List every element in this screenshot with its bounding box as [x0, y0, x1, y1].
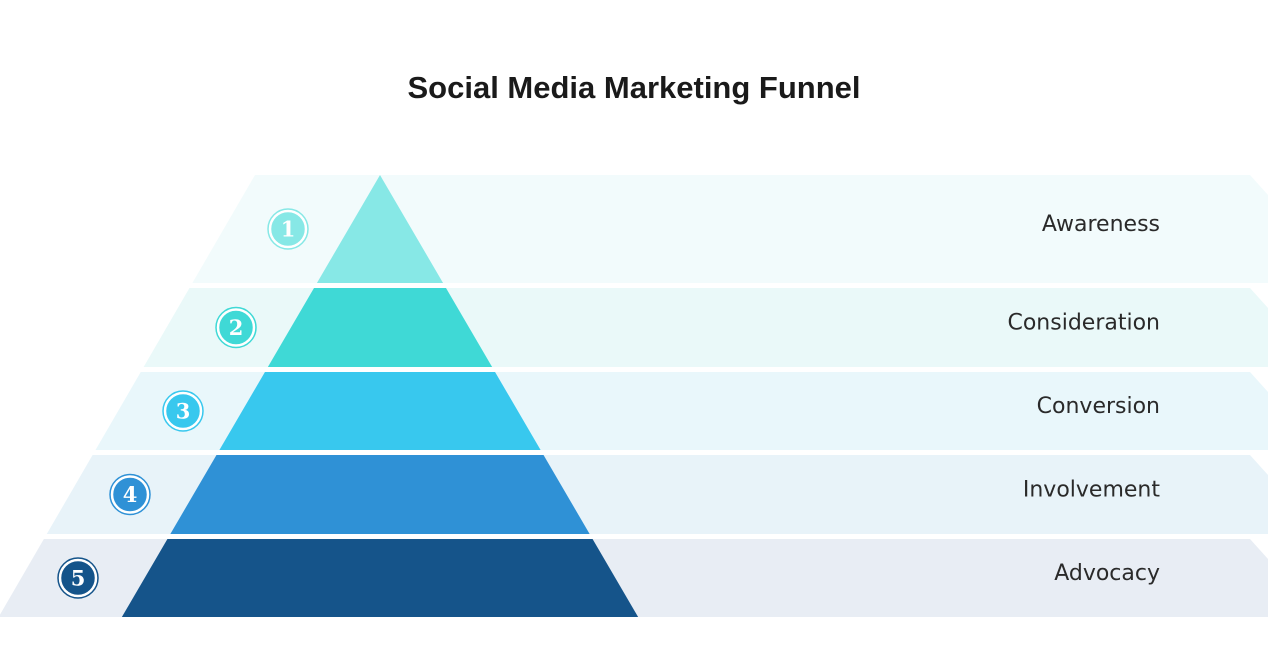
number-badge	[216, 308, 256, 347]
number-badge-ring	[109, 473, 151, 516]
level-number: 3	[176, 399, 191, 424]
level-label: Advocacy	[1054, 561, 1160, 586]
pyramid-layer	[267, 288, 493, 367]
level-band	[192, 175, 1268, 283]
level-number: 2	[229, 315, 244, 340]
number-badge-ring	[57, 557, 99, 599]
level-label: Awareness	[1042, 212, 1160, 237]
number-badge	[58, 558, 98, 598]
number-badge-ring	[215, 306, 257, 349]
number-badge-ring	[162, 390, 204, 432]
pyramid-layer	[316, 175, 444, 283]
level-number: 1	[281, 217, 296, 242]
level-number: 4	[123, 482, 138, 507]
level-label: Conversion	[1037, 394, 1160, 419]
number-badge	[268, 209, 308, 249]
number-badge	[110, 475, 150, 514]
pyramid-layer	[170, 455, 590, 534]
title: Social Media Marketing Funnel	[407, 70, 860, 105]
level-label: Involvement	[1023, 478, 1160, 503]
level-number: 5	[71, 566, 86, 591]
pyramid-layer	[219, 372, 541, 450]
number-badge-ring	[267, 208, 309, 250]
pyramid-layer	[121, 539, 639, 617]
number-badge	[163, 391, 203, 431]
level-label: Consideration	[1007, 311, 1160, 336]
